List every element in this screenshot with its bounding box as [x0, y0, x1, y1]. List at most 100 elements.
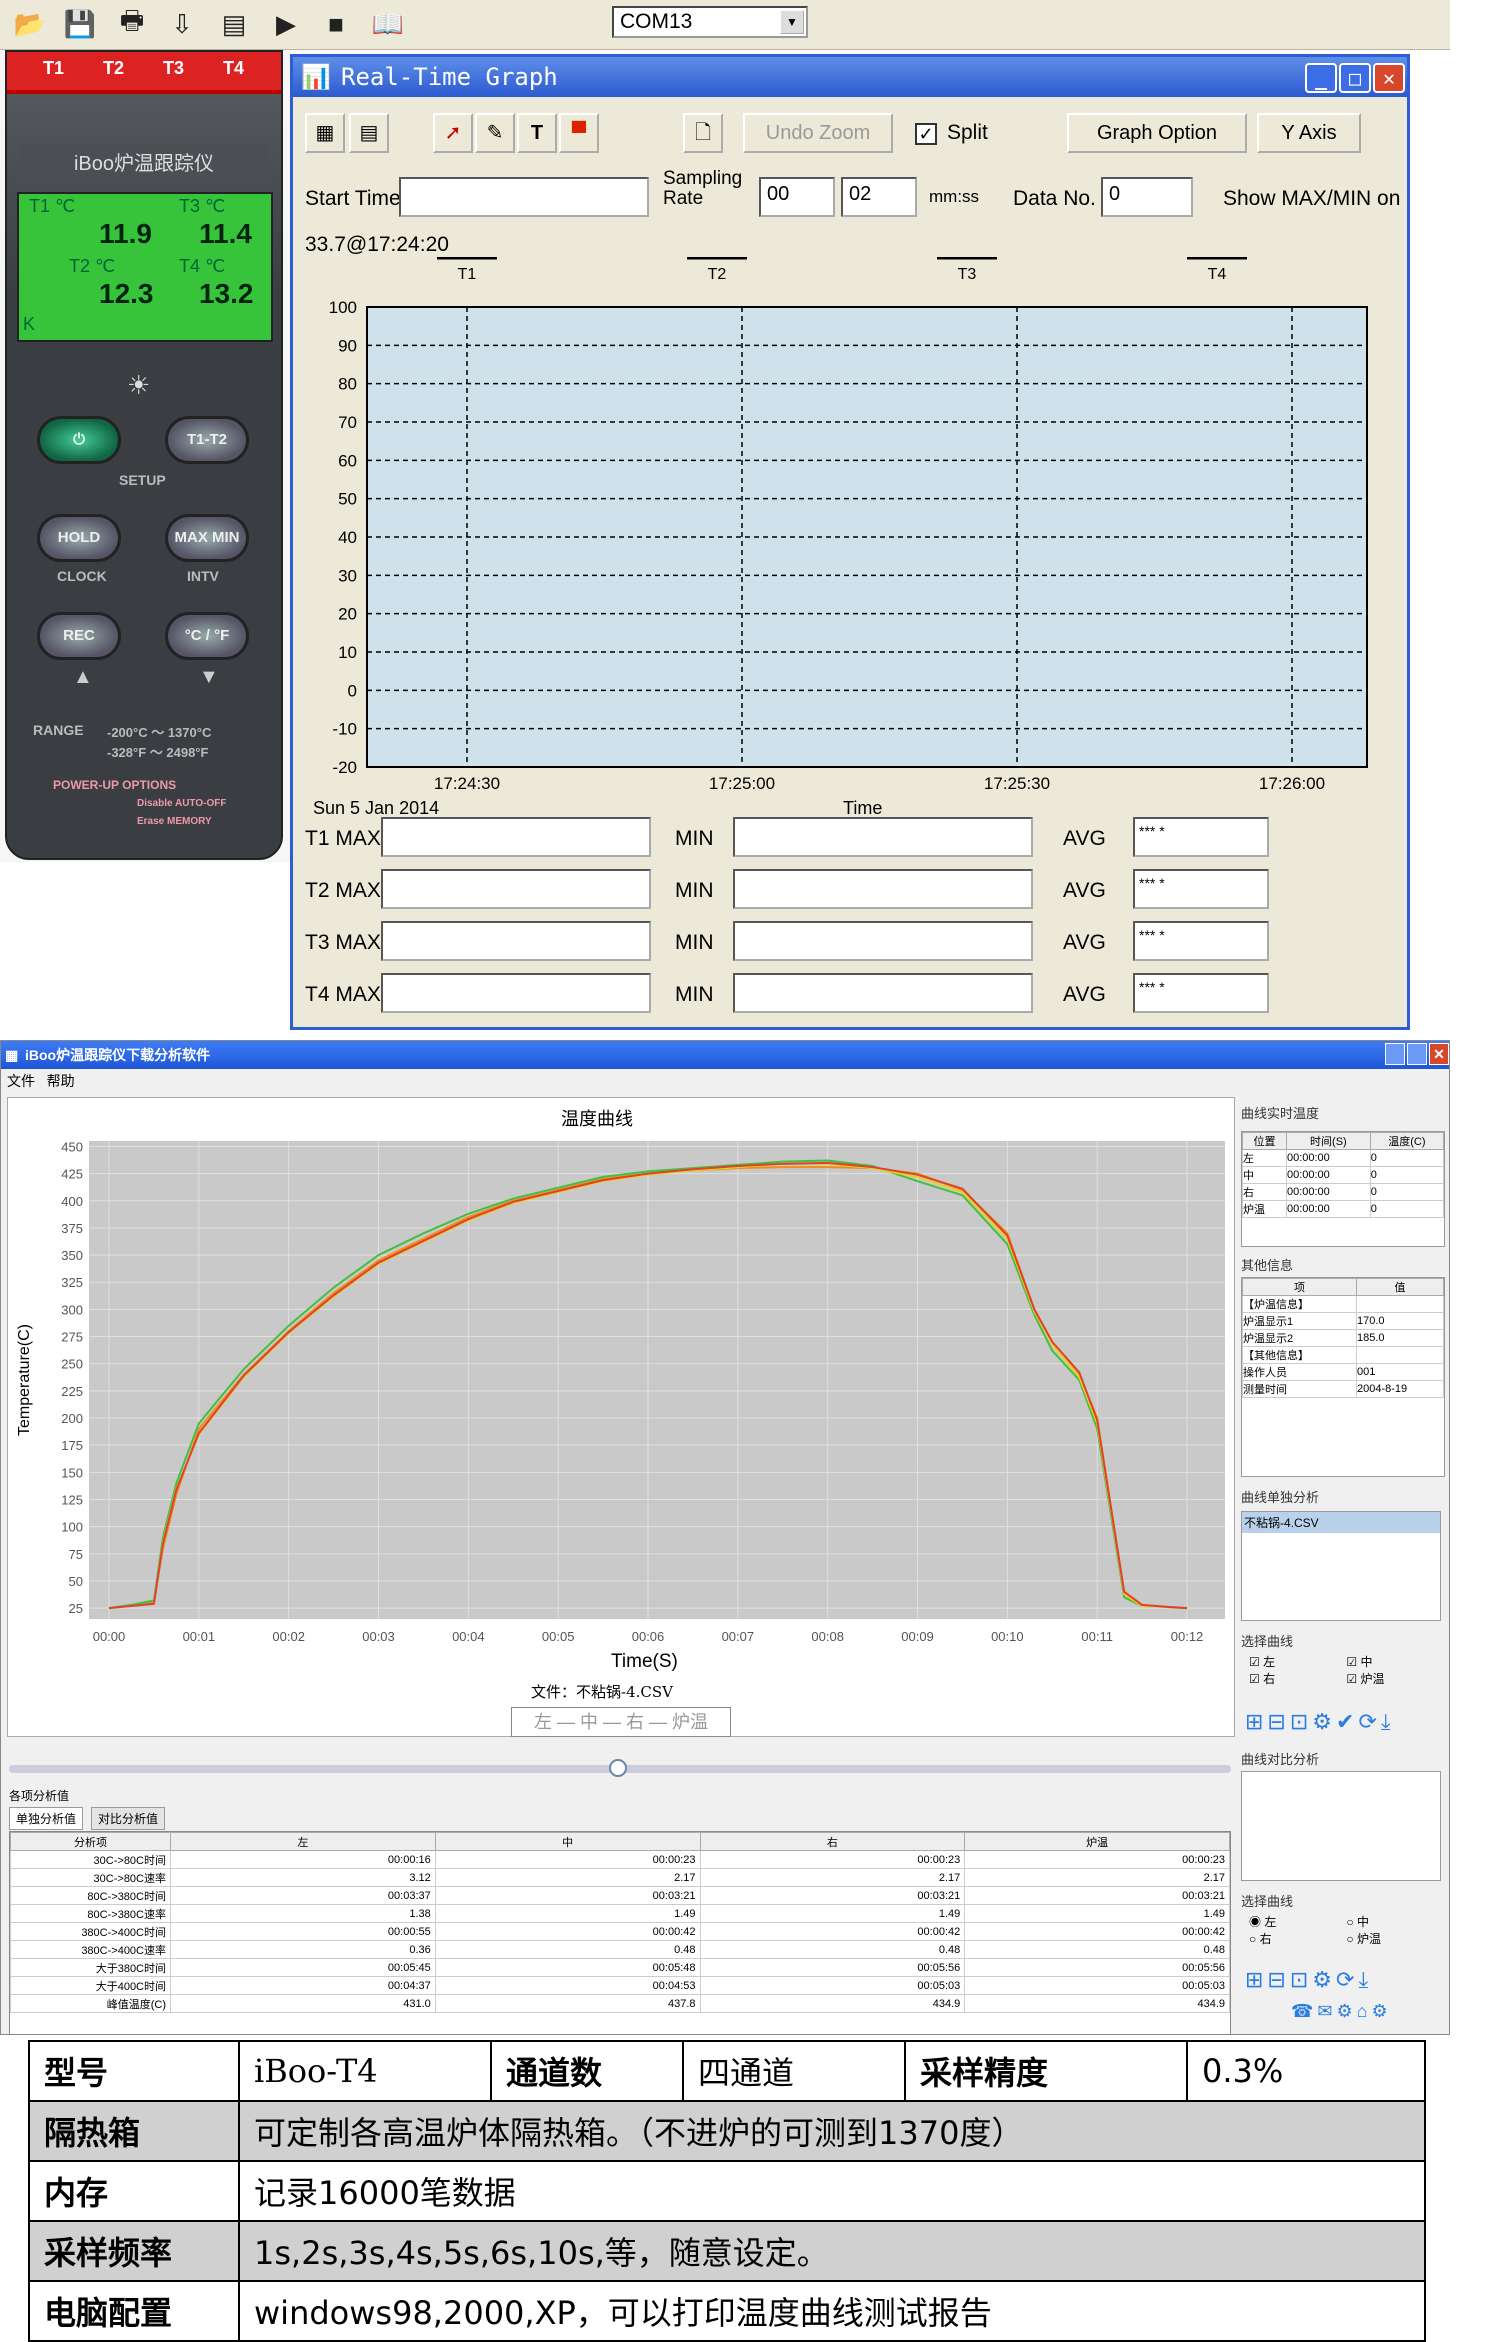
close-icon[interactable]: ✕: [1373, 63, 1405, 93]
data-no-input[interactable]: 0: [1101, 177, 1193, 217]
stat-avg-field[interactable]: *** *: [1133, 869, 1269, 909]
stat-min-field[interactable]: [733, 973, 1033, 1013]
maximize-icon[interactable]: [1407, 1043, 1427, 1065]
minimize-icon[interactable]: [1385, 1043, 1405, 1065]
compare-tool-icons[interactable]: ⊞⊟⊡⚙⟳⤓: [1245, 1967, 1373, 1992]
grid-view-icon[interactable]: ▦: [305, 113, 345, 153]
mini-row[interactable]: 左 00:00:00 0: [1242, 1149, 1445, 1167]
radio-left[interactable]: ◉ 左: [1249, 1915, 1277, 1929]
radio-right[interactable]: ○ 右: [1249, 1932, 1272, 1946]
curve-check-furnace[interactable]: ☑ 炉温: [1346, 1672, 1385, 1686]
curve-check-left[interactable]: ☑ 左: [1249, 1655, 1276, 1669]
hold-button[interactable]: HOLD: [37, 514, 121, 562]
radio-furnace[interactable]: ○ 炉温: [1346, 1932, 1381, 1946]
x-tick-label: 00:12: [1171, 1629, 1204, 1644]
max-min-button[interactable]: MAX MIN: [165, 514, 249, 562]
pointer-icon[interactable]: ➚: [433, 113, 473, 153]
table-row[interactable]: 80C->380C速率 1.38 1.49 1.49 1.49: [10, 1904, 1230, 1923]
stat-max-field[interactable]: [381, 921, 651, 961]
mini-row[interactable]: 中 00:00:00 0: [1242, 1166, 1445, 1184]
range-celsius: -200°C ～ 1370°C: [107, 725, 212, 740]
split-checkbox[interactable]: ✓: [915, 123, 937, 145]
mini-row[interactable]: 【其他信息】: [1242, 1346, 1445, 1364]
undo-zoom-button[interactable]: Undo Zoom: [743, 113, 893, 153]
single-file-list[interactable]: 不粘锅-4.CSV: [1241, 1511, 1441, 1621]
table-row[interactable]: 380C->400C速率 0.36 0.48 0.48 0.48: [10, 1940, 1230, 1959]
app-icon: 📊: [301, 63, 331, 91]
radio-mid[interactable]: ○ 中: [1346, 1915, 1369, 1929]
graph-option-button[interactable]: Graph Option: [1067, 113, 1247, 153]
stat-max-field[interactable]: [381, 817, 651, 857]
pen-icon[interactable]: ✎: [475, 113, 515, 153]
stat-min-field[interactable]: [733, 921, 1033, 961]
text-tool-icon[interactable]: T: [517, 113, 557, 153]
tab-single[interactable]: 单独分析值: [9, 1807, 84, 1830]
save-icon[interactable]: 💾: [63, 8, 97, 39]
book-icon[interactable]: 📖: [371, 8, 405, 39]
time-slider-thumb[interactable]: [609, 1759, 627, 1777]
curve-check-right[interactable]: ☑ 右: [1249, 1672, 1276, 1686]
mini-row[interactable]: 炉温显示1 170.0: [1242, 1312, 1445, 1330]
mini-row[interactable]: 右 00:00:00 0: [1242, 1183, 1445, 1201]
minimize-icon[interactable]: _: [1305, 63, 1337, 93]
table-row[interactable]: 30C->80C时间 00:00:16 00:00:23 00:00:23 00:00:…: [10, 1850, 1230, 1869]
compare-file-list[interactable]: [1241, 1771, 1441, 1881]
mini-row[interactable]: 炉温 00:00:00 0: [1242, 1200, 1445, 1218]
color-icon[interactable]: ▀: [559, 113, 599, 153]
rate-minutes-select[interactable]: 00: [759, 177, 835, 217]
spec-label-model: 型号: [28, 2040, 240, 2102]
open-folder-icon[interactable]: 📂: [13, 8, 47, 39]
status-icons[interactable]: ☎✉⚙⌂⚙: [1291, 2001, 1392, 2021]
chart-icon[interactable]: ▤: [221, 8, 247, 39]
stat-avg-field[interactable]: *** *: [1133, 817, 1269, 857]
list-view-icon[interactable]: ▤: [349, 113, 389, 153]
y-tick-label: 125: [61, 1493, 83, 1508]
t1-t2-button[interactable]: T1-T2: [165, 416, 249, 464]
show-maxmin-label[interactable]: Show MAX/MIN on: [1223, 187, 1401, 210]
com-port-select[interactable]: COM13 ▼: [612, 6, 808, 38]
stat-avg-field[interactable]: *** *: [1133, 921, 1269, 961]
device-top-band: T1 T2 T3 T4: [7, 52, 281, 94]
maximize-icon[interactable]: □: [1339, 63, 1371, 93]
stat-avg-field[interactable]: *** *: [1133, 973, 1269, 1013]
tab-compare[interactable]: 对比分析值: [91, 1807, 166, 1830]
table-row[interactable]: 大于380C时间 00:05:45 00:05:48 00:05:56 00:05:56: [10, 1958, 1230, 1977]
download-icon[interactable]: ⇩: [171, 8, 193, 39]
mini-row[interactable]: 操作人员 001: [1242, 1363, 1445, 1381]
table-row[interactable]: 大于400C时间 00:04:37 00:04:53 00:05:03 00:05:03: [10, 1976, 1230, 1995]
table-row[interactable]: 30C->80C速率 3.12 2.17 2.17 2.17: [10, 1868, 1230, 1887]
single-tool-icons[interactable]: ⊞⊟⊡⚙✔⟳⤓: [1245, 1709, 1395, 1734]
device-lcd: T1 ℃ 11.9 T3 ℃ 11.4 T2 ℃ 12.3 T4 ℃ 13.2 …: [17, 192, 273, 342]
y-axis-button[interactable]: Y Axis: [1257, 113, 1361, 153]
unit-toggle-button[interactable]: °C / °F: [165, 612, 249, 660]
menu-help[interactable]: 帮助: [46, 1073, 75, 1089]
close-icon[interactable]: ✕: [1429, 1043, 1449, 1065]
curve-check-mid[interactable]: ☑ 中: [1346, 1655, 1373, 1669]
mini-row[interactable]: 测量时间 2004-8-19: [1242, 1380, 1445, 1398]
table-row[interactable]: 380C->400C时间 00:00:55 00:00:42 00:00:42 00:0…: [10, 1922, 1230, 1941]
table-cell: 434.9: [699, 1994, 966, 2013]
stat-min-field[interactable]: [733, 869, 1033, 909]
table-row[interactable]: 峰值温度(C) 431.0 437.8 434.9 434.9: [10, 1994, 1230, 2013]
power-button[interactable]: ⏻: [37, 416, 121, 464]
mini-row[interactable]: 炉温显示2 185.0: [1242, 1329, 1445, 1347]
temperature-chart[interactable]: 450 425 400 375 350 325 300 275 250 225 200 175 150 1…: [7, 1131, 1235, 1731]
play-icon[interactable]: ▶: [276, 8, 296, 39]
rec-button[interactable]: REC: [37, 612, 121, 660]
stat-avg-value: *** *: [1139, 927, 1165, 943]
table-row[interactable]: 80C->380C时间 00:03:37 00:03:21 00:03:21 00:03…: [10, 1886, 1230, 1905]
stop-icon[interactable]: ■: [328, 8, 344, 39]
cursor-readout: 33.7@17:24:20: [305, 233, 449, 256]
stat-min-field[interactable]: [733, 817, 1033, 857]
start-time-input[interactable]: [399, 177, 649, 217]
file-list-item[interactable]: 不粘锅-4.CSV: [1242, 1512, 1440, 1533]
stat-max-field[interactable]: [381, 973, 651, 1013]
table-cell: 00:04:37: [170, 1976, 436, 1995]
mini-row[interactable]: 【炉温信息】: [1242, 1295, 1445, 1313]
print-icon[interactable]: 🖶: [119, 5, 145, 35]
stat-max-field[interactable]: [381, 869, 651, 909]
page-icon[interactable]: 🗋: [683, 113, 723, 153]
rate-seconds-select[interactable]: 02: [841, 177, 917, 217]
menu-file[interactable]: 文件: [7, 1073, 35, 1089]
